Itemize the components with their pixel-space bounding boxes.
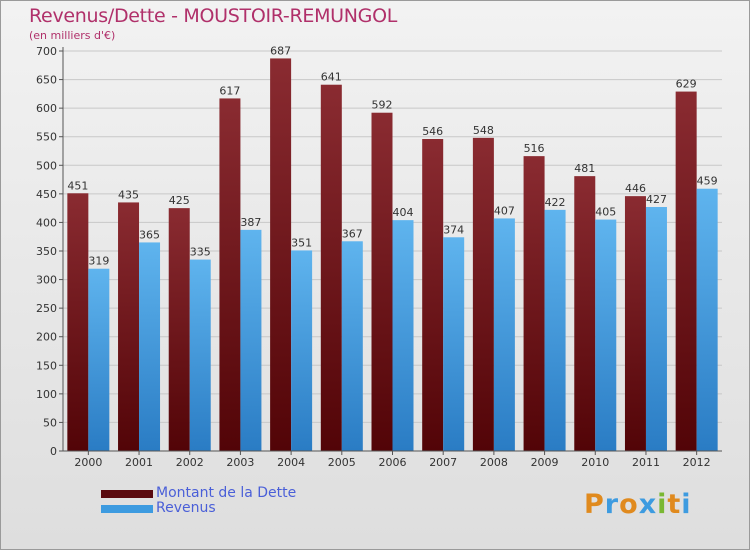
y-tick-label: 200: [36, 331, 57, 344]
bar-dette: [118, 202, 140, 451]
bar-dette: [219, 98, 241, 451]
data-label-dette: 687: [270, 44, 291, 57]
bar-revenus: [645, 207, 667, 451]
bar-dette: [371, 112, 393, 451]
legend-swatch-debt: [101, 490, 153, 498]
bar-revenus: [341, 241, 363, 451]
logo-letter: t: [667, 489, 682, 520]
y-tick-label: 50: [43, 416, 57, 429]
data-label-revenus: 405: [595, 206, 616, 219]
y-tick-label: 0: [50, 445, 57, 458]
x-tick-label: 2003: [226, 456, 254, 469]
bar-revenus: [139, 242, 161, 451]
logo-letter: x: [638, 489, 658, 520]
y-tick-label: 700: [36, 45, 57, 58]
data-label-dette: 446: [625, 182, 646, 195]
y-tick-label: 400: [36, 216, 57, 229]
y-tick-label: 500: [36, 159, 57, 172]
data-label-dette: 425: [169, 194, 190, 207]
data-label-revenus: 351: [291, 236, 312, 249]
bar-dette: [422, 139, 444, 451]
bar-revenus: [443, 237, 465, 451]
y-tick-label: 600: [36, 102, 57, 115]
bar-revenus: [544, 209, 566, 451]
x-tick-label: 2010: [581, 456, 609, 469]
logo-letter: i: [681, 489, 692, 520]
data-label-dette: 435: [118, 188, 139, 201]
logo-letter: i: [657, 489, 668, 520]
bar-dette: [168, 208, 190, 451]
x-tick-label: 2004: [277, 456, 305, 469]
legend-label-revenus: Revenus: [156, 500, 216, 516]
data-label-revenus: 374: [443, 223, 464, 236]
logo-letter: r: [604, 489, 620, 520]
data-label-dette: 546: [422, 125, 443, 138]
bar-revenus: [291, 250, 313, 451]
bar-revenus: [595, 219, 617, 451]
bar-dette: [320, 84, 342, 451]
chart-title: Revenus/Dette - MOUSTOIR-REMUNGOL: [29, 5, 398, 27]
data-label-revenus: 404: [393, 206, 414, 219]
chart-subtitle: (en milliers d'€): [29, 29, 116, 42]
x-tick-label: 2012: [683, 456, 711, 469]
bar-revenus: [493, 218, 515, 451]
x-tick-label: 2011: [632, 456, 660, 469]
data-label-revenus: 319: [88, 255, 109, 268]
bar-dette: [675, 91, 697, 452]
y-tick-label: 550: [36, 131, 57, 144]
y-tick-label: 450: [36, 188, 57, 201]
legend-swatch-revenus: [101, 505, 153, 513]
data-label-revenus: 407: [494, 204, 515, 217]
data-label-revenus: 367: [342, 227, 363, 240]
x-tick-label: 2009: [531, 456, 559, 469]
data-label-dette: 481: [574, 162, 595, 175]
bars: [67, 58, 718, 452]
bar-dette: [270, 58, 292, 452]
x-tick-label: 2006: [379, 456, 407, 469]
bar-revenus: [696, 188, 718, 451]
data-label-revenus: 427: [646, 193, 667, 206]
data-label-dette: 617: [219, 84, 240, 97]
data-label-dette: 641: [321, 71, 342, 84]
logo-letter: P: [584, 489, 605, 520]
y-tick-label: 300: [36, 274, 57, 287]
bar-dette: [67, 193, 89, 452]
x-tick-label: 2001: [125, 456, 153, 469]
proxiti-logo: Proxiti: [584, 489, 692, 520]
x-tick-label: 2008: [480, 456, 508, 469]
x-tick-label: 2007: [429, 456, 457, 469]
x-tick-label: 2002: [176, 456, 204, 469]
y-tick-label: 100: [36, 388, 57, 401]
y-tick-label: 650: [36, 74, 57, 87]
y-tick-label: 250: [36, 302, 57, 315]
data-label-revenus: 365: [139, 228, 160, 241]
data-label-revenus: 422: [545, 196, 566, 209]
x-tick-label: 2005: [328, 456, 356, 469]
bar-revenus: [392, 220, 414, 451]
labels: 451 319 435 365 425 335 617 387 687 351 641 367 592 4…: [67, 44, 717, 267]
bar-dette: [472, 137, 494, 451]
bar-revenus: [88, 268, 110, 451]
data-label-dette: 451: [67, 179, 88, 192]
bar-dette: [523, 156, 545, 451]
bar-dette: [574, 176, 596, 451]
bar-revenus: [240, 229, 262, 451]
bar-dette: [624, 196, 646, 451]
data-label-revenus: 335: [190, 246, 211, 259]
y-tick-label: 350: [36, 245, 57, 258]
data-label-dette: 516: [524, 142, 545, 155]
logo-letter: o: [619, 489, 639, 520]
legend-label-debt: Montant de la Dette: [156, 485, 297, 501]
y-tick-label: 150: [36, 359, 57, 372]
data-label-revenus: 459: [697, 175, 718, 188]
bar-revenus: [189, 259, 211, 451]
x-tick-label: 2000: [74, 456, 102, 469]
data-label-revenus: 387: [240, 216, 261, 229]
data-label-dette: 592: [372, 99, 393, 112]
data-label-dette: 629: [676, 78, 697, 91]
data-label-dette: 548: [473, 124, 494, 137]
axes: 0 50 100 150 200 250 300 350 400 450 500 550 600 650 7…: [36, 45, 722, 469]
